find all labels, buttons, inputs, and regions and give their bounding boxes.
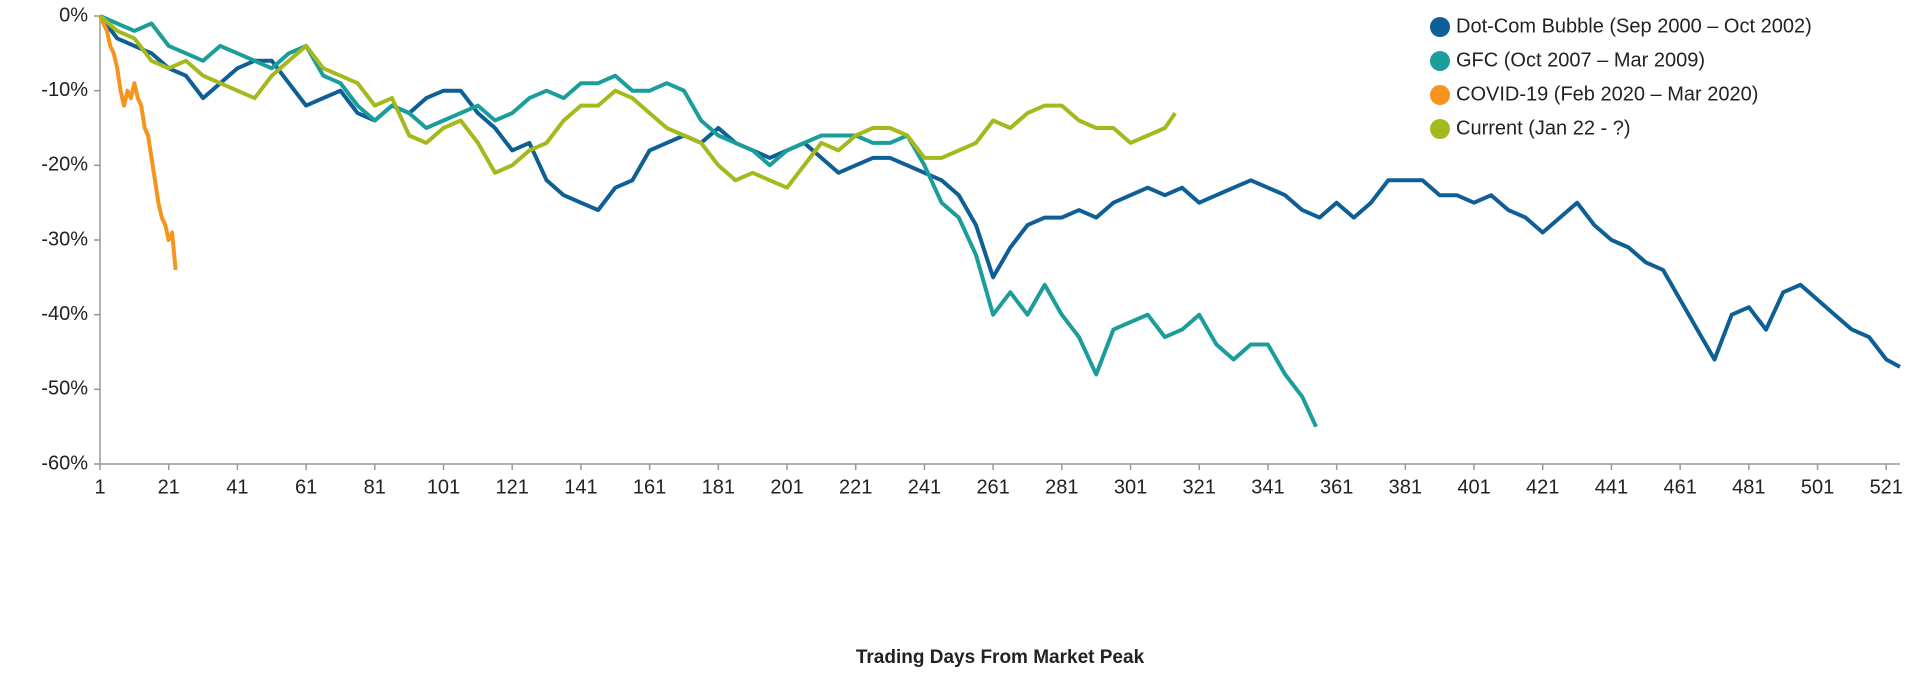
y-tick-label: -50% <box>41 378 88 400</box>
x-tick-label: 1 <box>94 476 105 498</box>
legend-marker <box>1430 85 1450 105</box>
legend-marker <box>1430 51 1450 71</box>
x-tick-label: 301 <box>1114 476 1147 498</box>
x-tick-label: 501 <box>1801 476 1834 498</box>
x-tick-label: 21 <box>158 476 180 498</box>
y-tick-label: -40% <box>41 303 88 325</box>
x-tick-label: 141 <box>564 476 597 498</box>
x-axis-label: Trading Days From Market Peak <box>856 647 1145 668</box>
x-tick-label: 481 <box>1732 476 1765 498</box>
legend-marker <box>1430 119 1450 139</box>
x-tick-label: 121 <box>496 476 529 498</box>
y-tick-label: 0% <box>59 4 88 26</box>
series-line <box>98 15 178 271</box>
y-tick-label: -10% <box>41 79 88 101</box>
x-tick-label: 521 <box>1870 476 1903 498</box>
series-line <box>98 14 1177 190</box>
x-tick-label: 421 <box>1526 476 1559 498</box>
y-tick-label: -20% <box>41 154 88 176</box>
x-tick-label: 241 <box>908 476 941 498</box>
x-tick-label: 261 <box>976 476 1009 498</box>
legend-marker <box>1430 17 1450 37</box>
x-tick-label: 161 <box>633 476 666 498</box>
x-tick-label: 381 <box>1389 476 1422 498</box>
y-tick-label: -60% <box>41 452 88 474</box>
x-tick-label: 401 <box>1457 476 1490 498</box>
legend-label: Dot-Com Bubble (Sep 2000 – Oct 2002) <box>1456 15 1812 37</box>
legend-label: GFC (Oct 2007 – Mar 2009) <box>1456 49 1705 71</box>
x-tick-label: 461 <box>1663 476 1696 498</box>
x-tick-label: 41 <box>226 476 248 498</box>
x-tick-label: 81 <box>364 476 386 498</box>
legend-label: Current (Jan 22 - ?) <box>1456 117 1631 139</box>
x-tick-label: 281 <box>1045 476 1078 498</box>
x-tick-label: 221 <box>839 476 872 498</box>
x-tick-label: 181 <box>702 476 735 498</box>
legend-label: COVID-19 (Feb 2020 – Mar 2020) <box>1456 83 1758 105</box>
x-tick-label: 321 <box>1183 476 1216 498</box>
x-tick-label: 341 <box>1251 476 1284 498</box>
x-tick-label: 101 <box>427 476 460 498</box>
x-tick-label: 361 <box>1320 476 1353 498</box>
y-tick-label: -30% <box>41 228 88 250</box>
x-tick-label: 201 <box>770 476 803 498</box>
x-tick-label: 441 <box>1595 476 1628 498</box>
x-tick-label: 61 <box>295 476 317 498</box>
